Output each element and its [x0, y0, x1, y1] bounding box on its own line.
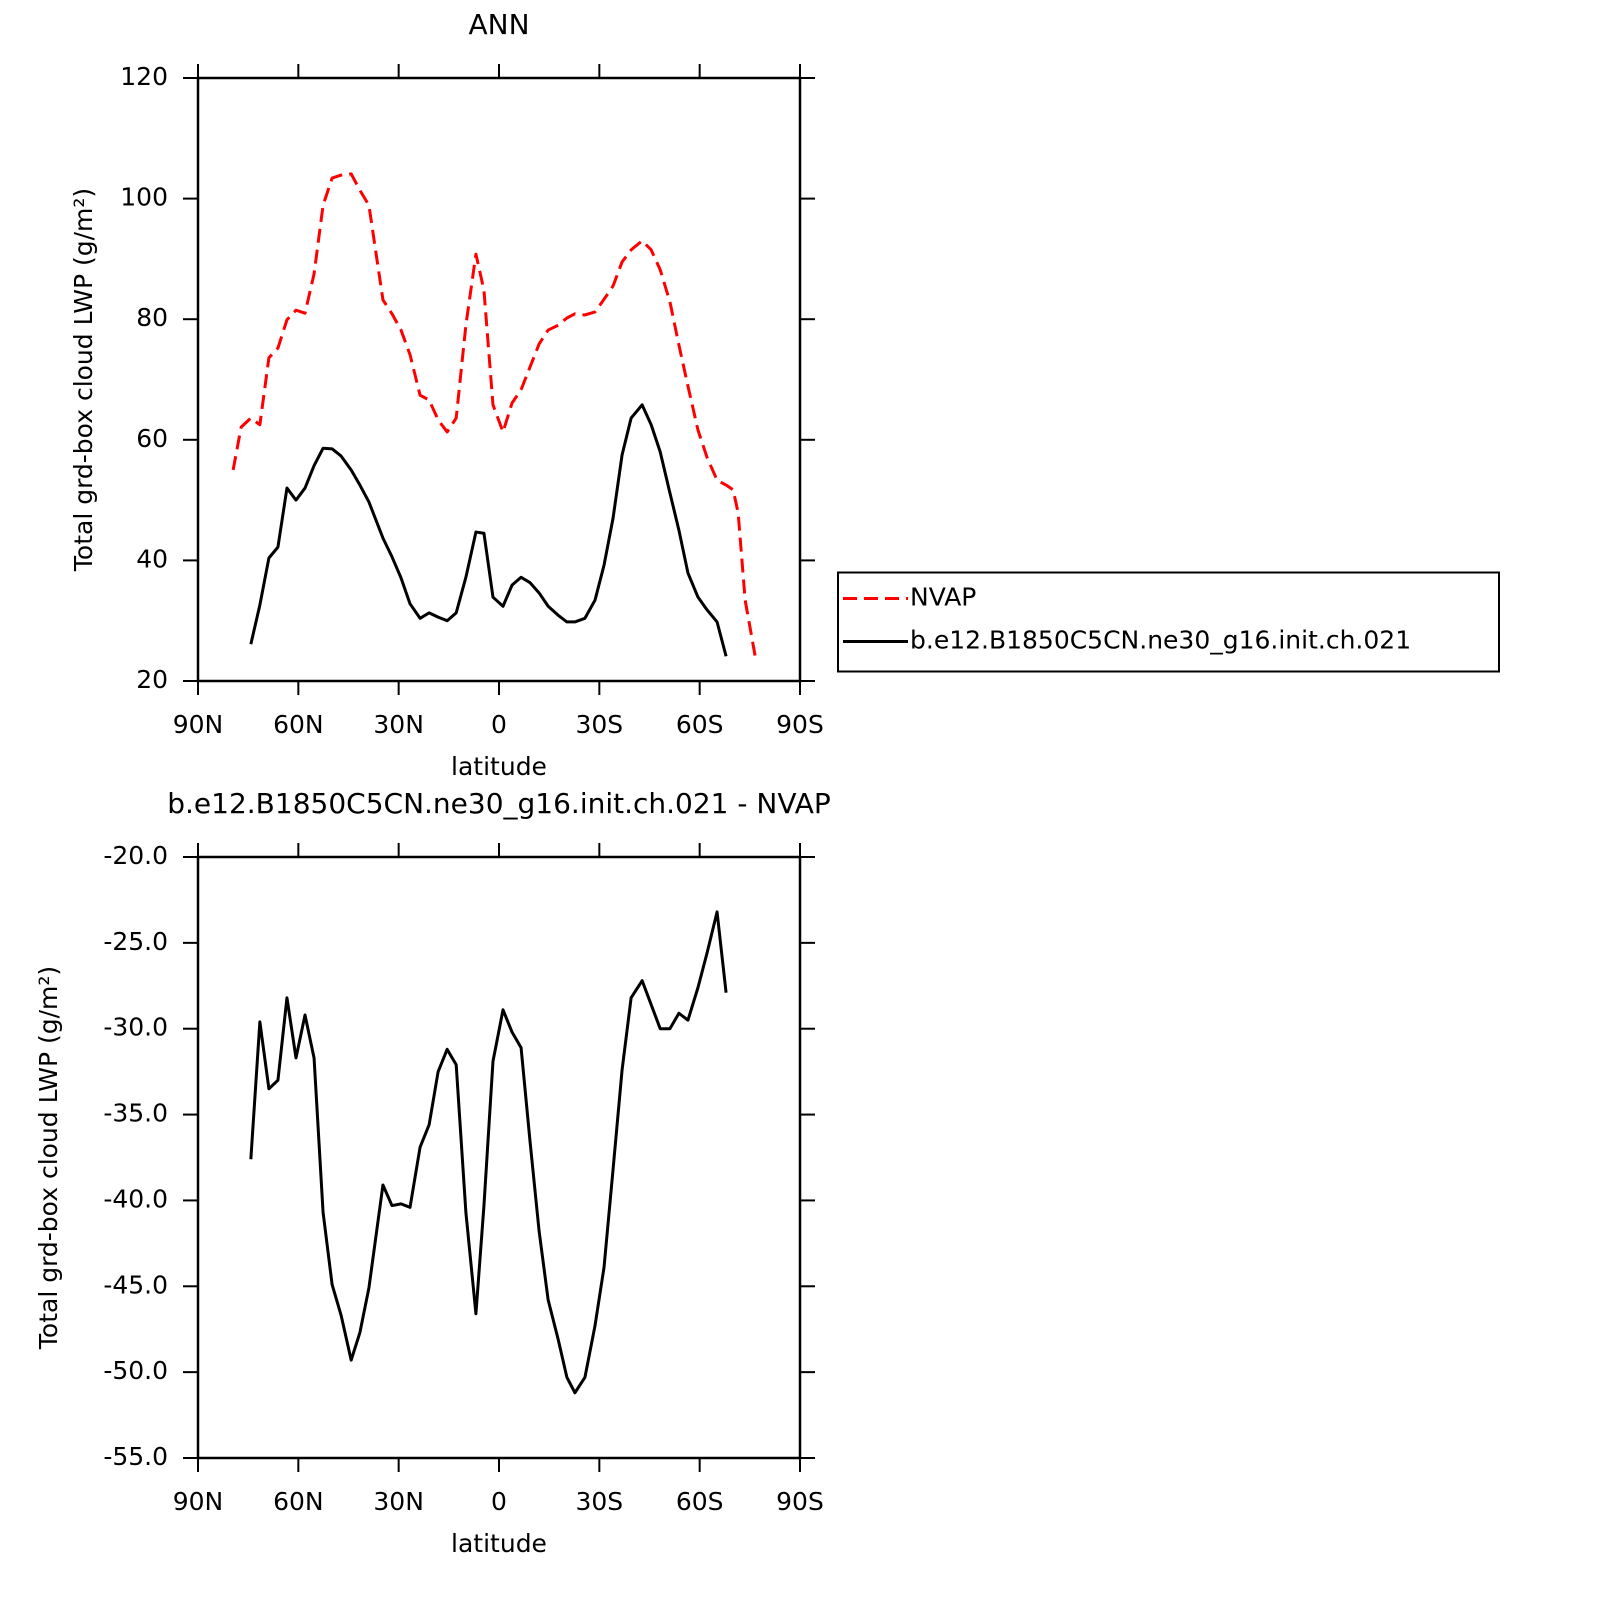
x-tick-label: 60S	[676, 710, 724, 739]
y-tick-label: -25.0	[103, 927, 168, 956]
chart-title: b.e12.B1850C5CN.ne30_g16.init.ch.021 - N…	[167, 787, 830, 820]
x-tick-label: 30N	[373, 710, 424, 739]
x-tick-label: 30N	[373, 1487, 424, 1516]
y-tick-label: 120	[120, 62, 168, 91]
y-axis-label: Total grd-box cloud LWP (g/m²)	[69, 188, 98, 572]
x-tick-label: 0	[491, 1487, 507, 1516]
legend-label: NVAP	[910, 583, 976, 612]
y-tick-label: 60	[136, 424, 168, 453]
y-tick-label: -30.0	[103, 1013, 168, 1042]
y-tick-label: 80	[136, 303, 168, 332]
x-tick-label: 60N	[273, 710, 324, 739]
x-axis-label: latitude	[451, 752, 547, 781]
chart-title: ANN	[468, 8, 529, 41]
y-tick-label: 40	[136, 544, 168, 573]
y-tick-label: 100	[120, 183, 168, 212]
y-tick-label: -35.0	[103, 1099, 168, 1128]
y-axis-label: Total grd-box cloud LWP (g/m²)	[34, 966, 63, 1350]
y-tick-label: -40.0	[103, 1184, 168, 1213]
x-tick-label: 30S	[575, 710, 623, 739]
x-axis-label: latitude	[451, 1529, 547, 1558]
series-line	[249, 910, 728, 1395]
y-tick-label: 20	[136, 665, 168, 694]
legend-box	[837, 571, 1500, 673]
y-tick-label: -55.0	[103, 1442, 168, 1471]
x-tick-label: 30S	[575, 1487, 623, 1516]
series-line	[249, 403, 728, 657]
x-tick-label: 90N	[173, 1487, 224, 1516]
x-tick-label: 90N	[173, 710, 224, 739]
y-tick-label: -50.0	[103, 1356, 168, 1385]
x-tick-label: 60N	[273, 1487, 324, 1516]
plot-frame	[196, 76, 802, 683]
x-tick-label: 90S	[776, 710, 824, 739]
y-tick-label: -45.0	[103, 1270, 168, 1299]
y-tick-label: -20.0	[103, 841, 168, 870]
x-tick-label: 60S	[676, 1487, 724, 1516]
legend-label: b.e12.B1850C5CN.ne30_g16.init.ch.021	[910, 626, 1411, 655]
x-tick-label: 0	[491, 710, 507, 739]
series-line	[231, 172, 757, 657]
x-tick-label: 90S	[776, 1487, 824, 1516]
